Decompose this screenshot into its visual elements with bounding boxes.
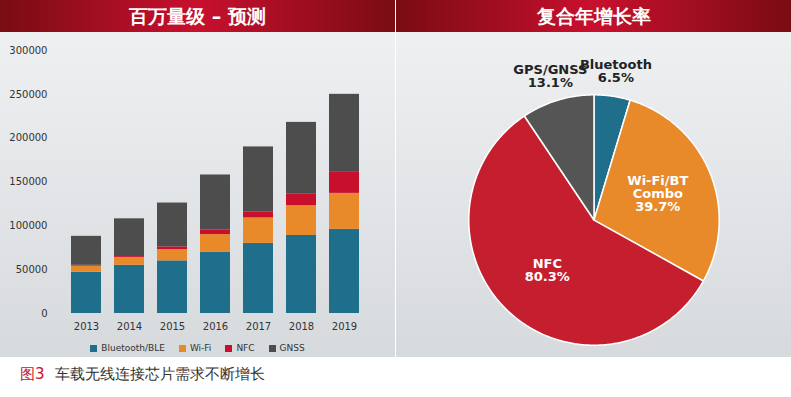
- html-text:Wi-Fi: Wi-Fi: [189, 343, 212, 353]
- html-text:GNSS: GNSS: [279, 343, 305, 353]
- html-text:NFC: NFC: [236, 343, 255, 353]
- svg-text:2018: 2018: [289, 321, 314, 332]
- svg-text:GPS/GNSS13.1%: GPS/GNSS13.1%: [513, 62, 587, 90]
- svg-text:Wi-Fi/BTCombo39.7%: Wi-Fi/BTCombo39.7%: [627, 173, 688, 214]
- svg-text:2015: 2015: [160, 321, 185, 332]
- svg-text:200000: 200000: [9, 132, 47, 143]
- html-text:车载无线连接芯片需求不断增长: 车载无线连接芯片需求不断增长: [54, 365, 265, 383]
- svg-text:2014: 2014: [117, 321, 142, 332]
- svg-text:300000: 300000: [9, 45, 47, 56]
- svg-text:2017: 2017: [246, 321, 271, 332]
- svg-text:0: 0: [41, 308, 47, 319]
- svg-text:2016: 2016: [203, 321, 228, 332]
- svg-text:Bluetooth6.5%: Bluetooth6.5%: [580, 57, 652, 85]
- html-text:图3: 图3: [20, 365, 45, 383]
- html-text:Bluetooth/BLE: Bluetooth/BLE: [101, 343, 165, 353]
- html-text:复合年增长率: 复合年增长率: [536, 5, 651, 27]
- svg-text:50000: 50000: [16, 264, 48, 275]
- svg-text:250000: 250000: [9, 89, 47, 100]
- svg-text:2019: 2019: [332, 321, 357, 332]
- html-text:百万量级 – 预测: 百万量级 – 预测: [129, 5, 266, 27]
- svg-text:100000: 100000: [9, 220, 47, 231]
- svg-text:150000: 150000: [9, 176, 47, 187]
- svg-text:NFC80.3%: NFC80.3%: [525, 256, 570, 284]
- svg-text:2013: 2013: [74, 321, 99, 332]
